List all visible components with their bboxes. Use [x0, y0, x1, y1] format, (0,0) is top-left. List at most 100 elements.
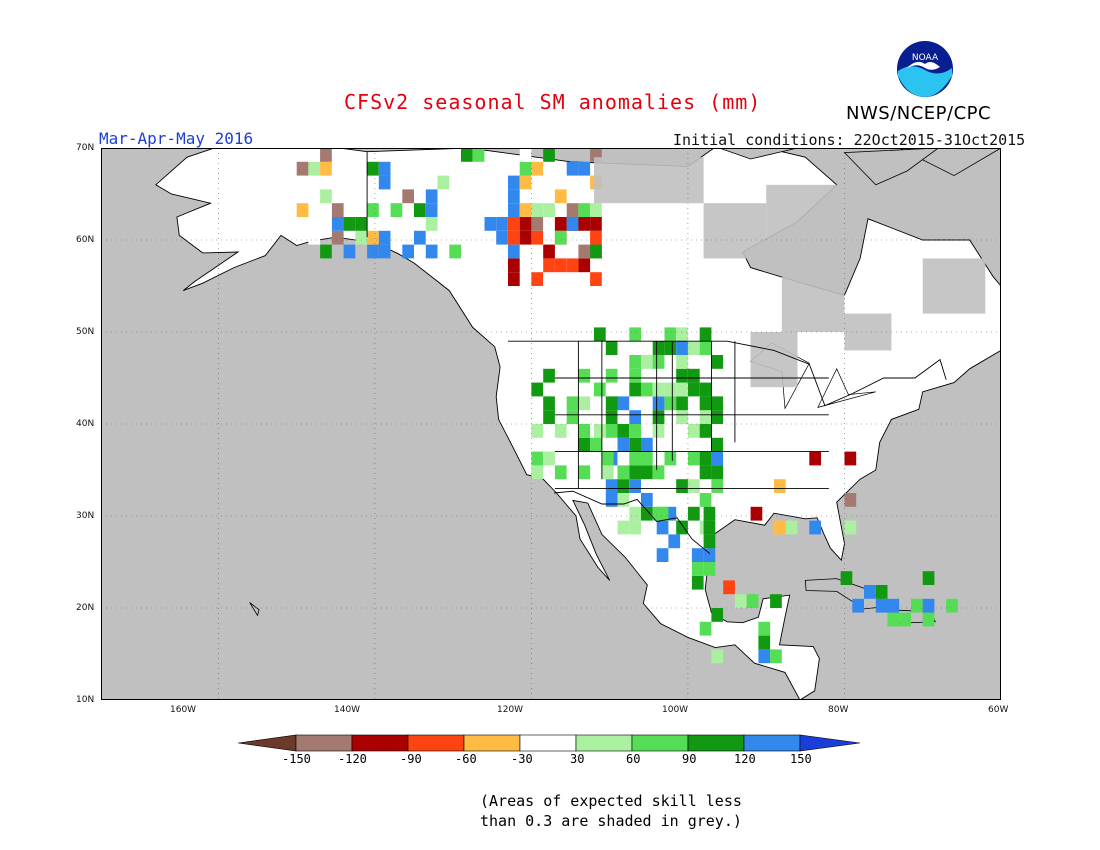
anomaly-cell	[425, 203, 438, 217]
anomaly-cell	[652, 382, 665, 397]
colorbar-label: -60	[455, 752, 477, 766]
anomaly-cell	[703, 506, 716, 521]
anomaly-cell	[343, 244, 356, 259]
anomaly-cell	[531, 230, 544, 245]
anomaly-cell	[676, 355, 688, 369]
low-skill-patch	[922, 258, 986, 314]
anomaly-cell	[922, 598, 935, 613]
us-mexico-border	[554, 490, 711, 555]
anomaly-cell	[688, 368, 700, 383]
anomaly-cell	[508, 203, 520, 217]
anomaly-cell	[531, 217, 544, 231]
anomaly-cell	[688, 382, 700, 397]
anomaly-cell	[844, 493, 857, 507]
anomaly-cell	[554, 258, 567, 273]
anomaly-cell	[543, 368, 555, 383]
anomaly-cell	[911, 598, 923, 613]
anomaly-cell	[617, 424, 630, 438]
colorbar-arrow-low	[238, 734, 297, 752]
anomaly-cell	[676, 368, 688, 383]
anomaly-cell	[809, 451, 821, 466]
anomaly-cell	[641, 465, 653, 480]
anomaly-cell	[531, 161, 544, 176]
anomaly-cell	[508, 258, 520, 273]
anomaly-cell	[699, 382, 712, 397]
anomaly-cell	[641, 382, 653, 397]
anomaly-cell	[641, 437, 653, 452]
anomaly-cell	[554, 217, 567, 231]
colorbar-label: 90	[682, 752, 697, 766]
lat-label-40n: 40N	[76, 419, 95, 429]
anomaly-cell	[519, 175, 532, 190]
anomaly-cell	[531, 451, 544, 466]
anomaly-cell	[629, 327, 641, 342]
anomaly-cell	[519, 203, 532, 217]
anomaly-cell	[484, 217, 497, 231]
anomaly-cell	[617, 396, 630, 411]
anomaly-cell	[629, 451, 641, 466]
anomaly-cell	[508, 272, 520, 286]
colorbar-label: -90	[400, 752, 422, 766]
anomaly-cell	[629, 368, 641, 383]
anomaly-cell	[605, 396, 618, 411]
lat-label-30n: 30N	[76, 511, 95, 521]
anomaly-cell	[590, 244, 602, 259]
anomaly-cell	[774, 520, 786, 535]
anomaly-cell	[566, 410, 579, 424]
organization-label: NWS/NCEP/CPC	[846, 103, 992, 124]
lat-label-60n: 60N	[76, 235, 95, 245]
anomaly-cell	[605, 368, 618, 383]
anomaly-cell	[378, 230, 391, 245]
anomaly-cell	[629, 410, 641, 424]
anomaly-cell	[691, 548, 704, 562]
lon-label-140w: 140W	[334, 705, 361, 715]
anomaly-cell	[946, 598, 958, 613]
anomaly-cell	[629, 506, 641, 521]
anomaly-cell	[711, 437, 724, 452]
anomaly-cell	[629, 382, 641, 397]
anomaly-cell	[531, 465, 544, 480]
anomaly-cell	[699, 396, 712, 411]
lat-label-50n: 50N	[76, 327, 95, 337]
anomaly-cell	[688, 341, 700, 355]
anomaly-cell	[425, 217, 438, 231]
anomaly-cell	[320, 189, 332, 204]
low-skill-patch	[750, 332, 798, 388]
anomaly-cell	[844, 520, 857, 535]
anomaly-cell	[367, 203, 379, 217]
low-skill-patch	[766, 184, 845, 240]
anomaly-cell	[378, 244, 391, 259]
anomaly-cell	[699, 493, 712, 507]
anomaly-cell	[758, 635, 771, 650]
anomaly-cell	[367, 230, 379, 245]
anomaly-cell	[629, 465, 641, 480]
anomaly-cell	[711, 465, 724, 480]
colorbar-label: -30	[511, 752, 533, 766]
anomaly-cell	[758, 621, 771, 636]
anomaly-cell	[437, 175, 450, 190]
anomaly-cell	[703, 534, 716, 549]
anomaly-cell	[461, 148, 473, 162]
anomaly-cell	[566, 203, 579, 217]
anomaly-cell	[887, 612, 900, 627]
anomaly-cell	[578, 161, 591, 176]
colorbar-swatch	[351, 734, 409, 752]
anomaly-cell	[543, 396, 555, 411]
anomaly-cell	[703, 562, 716, 576]
anomaly-cell	[461, 203, 473, 217]
anomaly-cell	[508, 175, 520, 190]
anomaly-cell	[641, 451, 653, 466]
anomaly-cell	[425, 244, 438, 259]
low-skill-patch	[594, 157, 704, 204]
anomaly-cell	[496, 203, 508, 217]
anomaly-cell	[652, 341, 665, 355]
anomaly-cell	[308, 230, 321, 245]
anomaly-cell	[594, 327, 606, 342]
anomaly-cell	[758, 649, 771, 664]
lon-label-160w: 160W	[170, 705, 197, 715]
anomaly-cell	[343, 217, 356, 231]
anomaly-cell	[922, 612, 935, 627]
anomaly-cell	[531, 424, 544, 438]
lat-label-10n: 10N	[76, 695, 95, 705]
skill-note-line-2: than 0.3 are shaded in grey.)	[480, 812, 742, 830]
